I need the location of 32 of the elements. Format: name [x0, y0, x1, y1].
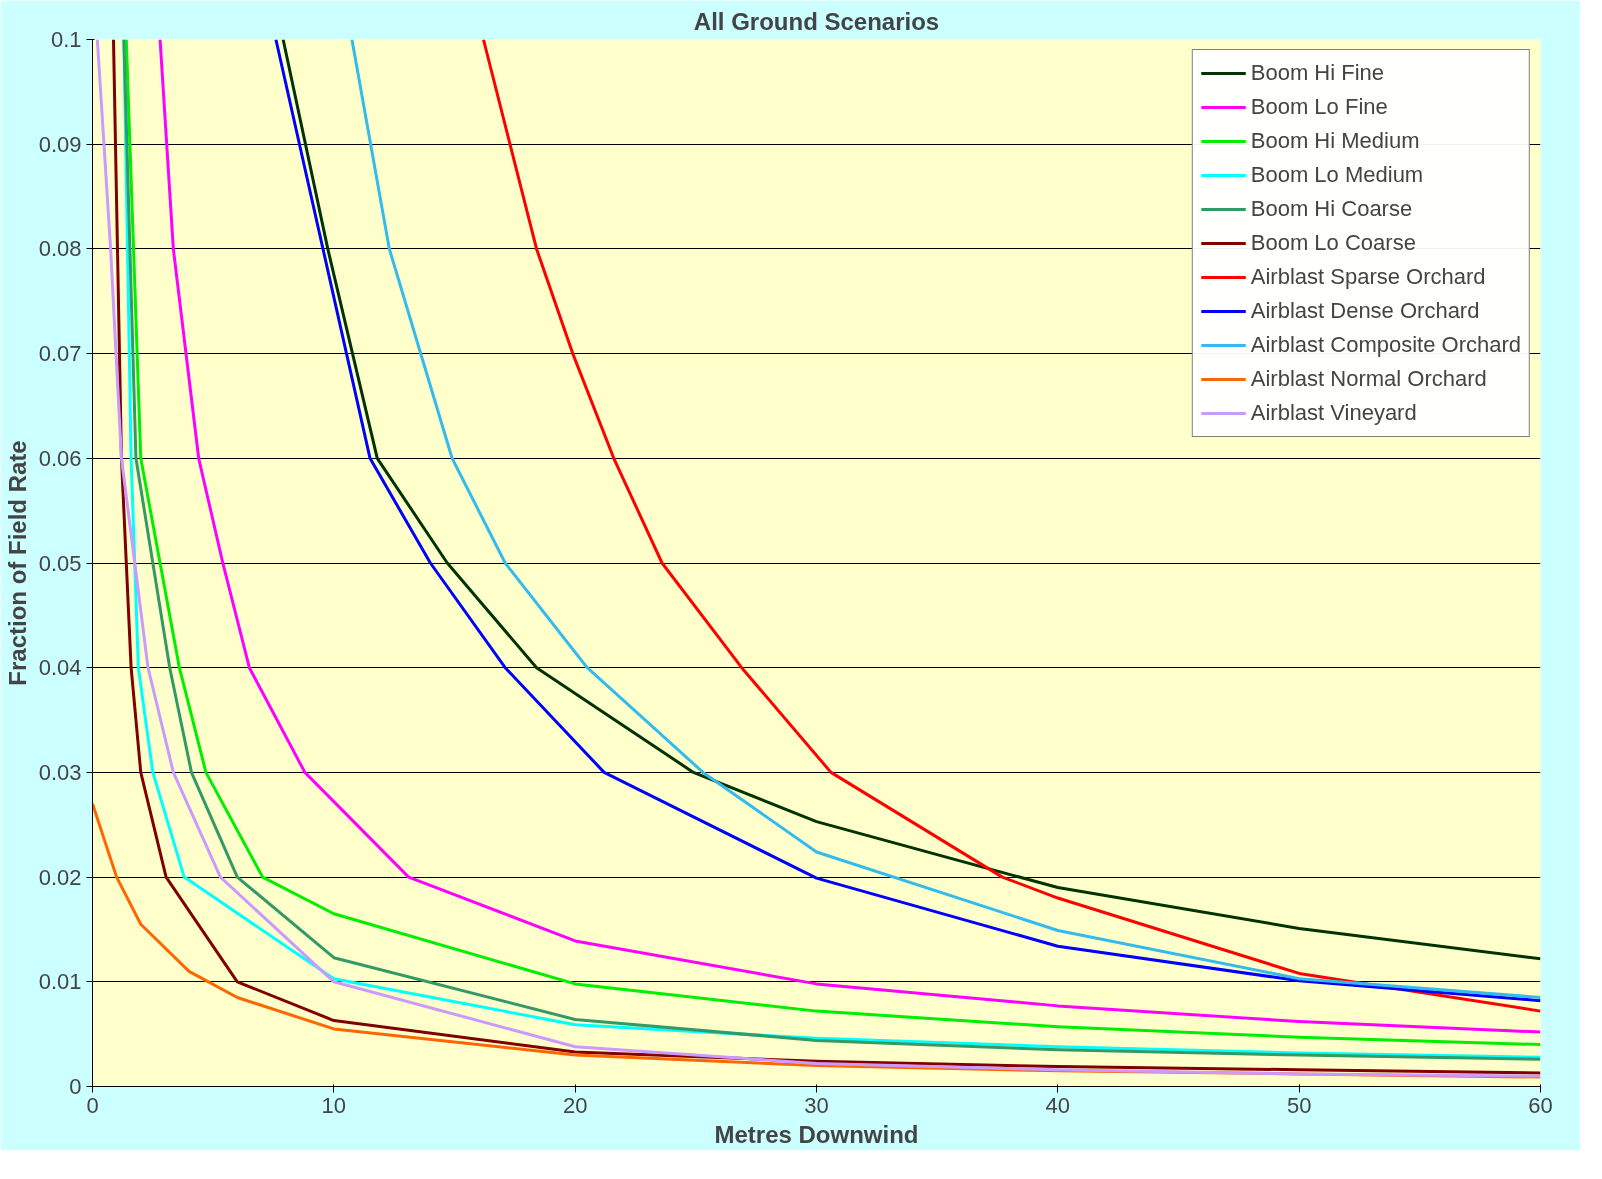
legend-label: Boom Hi Medium — [1250, 127, 1420, 155]
legend-label: Airblast Composite Orchard — [1250, 331, 1521, 359]
legend-label: Boom Hi Fine — [1250, 59, 1385, 87]
legend-label: Airblast Sparse Orchard — [1250, 263, 1486, 291]
legend-label: Boom Lo Fine — [1250, 93, 1388, 121]
x-axis-title: Metres Downwind — [714, 1120, 919, 1148]
y-tick-label: 0.01 — [38, 969, 82, 995]
y-tick-label: 0.1 — [50, 27, 82, 52]
y-tick-label: 0.09 — [38, 131, 82, 157]
y-tick-label: 0 — [69, 1074, 82, 1099]
legend-label: Boom Lo Medium — [1250, 161, 1424, 189]
legend-label: Boom Lo Coarse — [1250, 229, 1416, 257]
y-tick-label: 0.08 — [38, 236, 82, 262]
y-tick-label: 0.06 — [38, 445, 82, 471]
legend-label: Airblast Normal Orchard — [1250, 365, 1487, 393]
y-tick-label: 0.02 — [38, 864, 82, 890]
legend-label: Airblast Vineyard — [1250, 399, 1417, 427]
x-tick-label: 60 — [1528, 1092, 1553, 1118]
x-tick-label: 40 — [1045, 1092, 1071, 1118]
x-tick-label: 50 — [1286, 1092, 1312, 1118]
y-tick-label: 0.07 — [38, 341, 82, 367]
x-tick-label: 0 — [86, 1092, 99, 1118]
x-tick-label: 30 — [804, 1092, 829, 1118]
chart-title: All Ground Scenarios — [693, 7, 940, 35]
y-tick-label: 0.04 — [38, 655, 82, 681]
x-tick-label: 20 — [562, 1092, 588, 1118]
legend-label: Boom Hi Coarse — [1250, 195, 1413, 223]
x-tick-label: 10 — [321, 1092, 347, 1118]
y-tick-label: 0.03 — [38, 759, 82, 785]
legend-label: Airblast Dense Orchard — [1250, 297, 1480, 325]
y-tick-label: 0.05 — [38, 550, 82, 576]
y-axis-title: Fraction of Field Rate — [3, 440, 31, 686]
